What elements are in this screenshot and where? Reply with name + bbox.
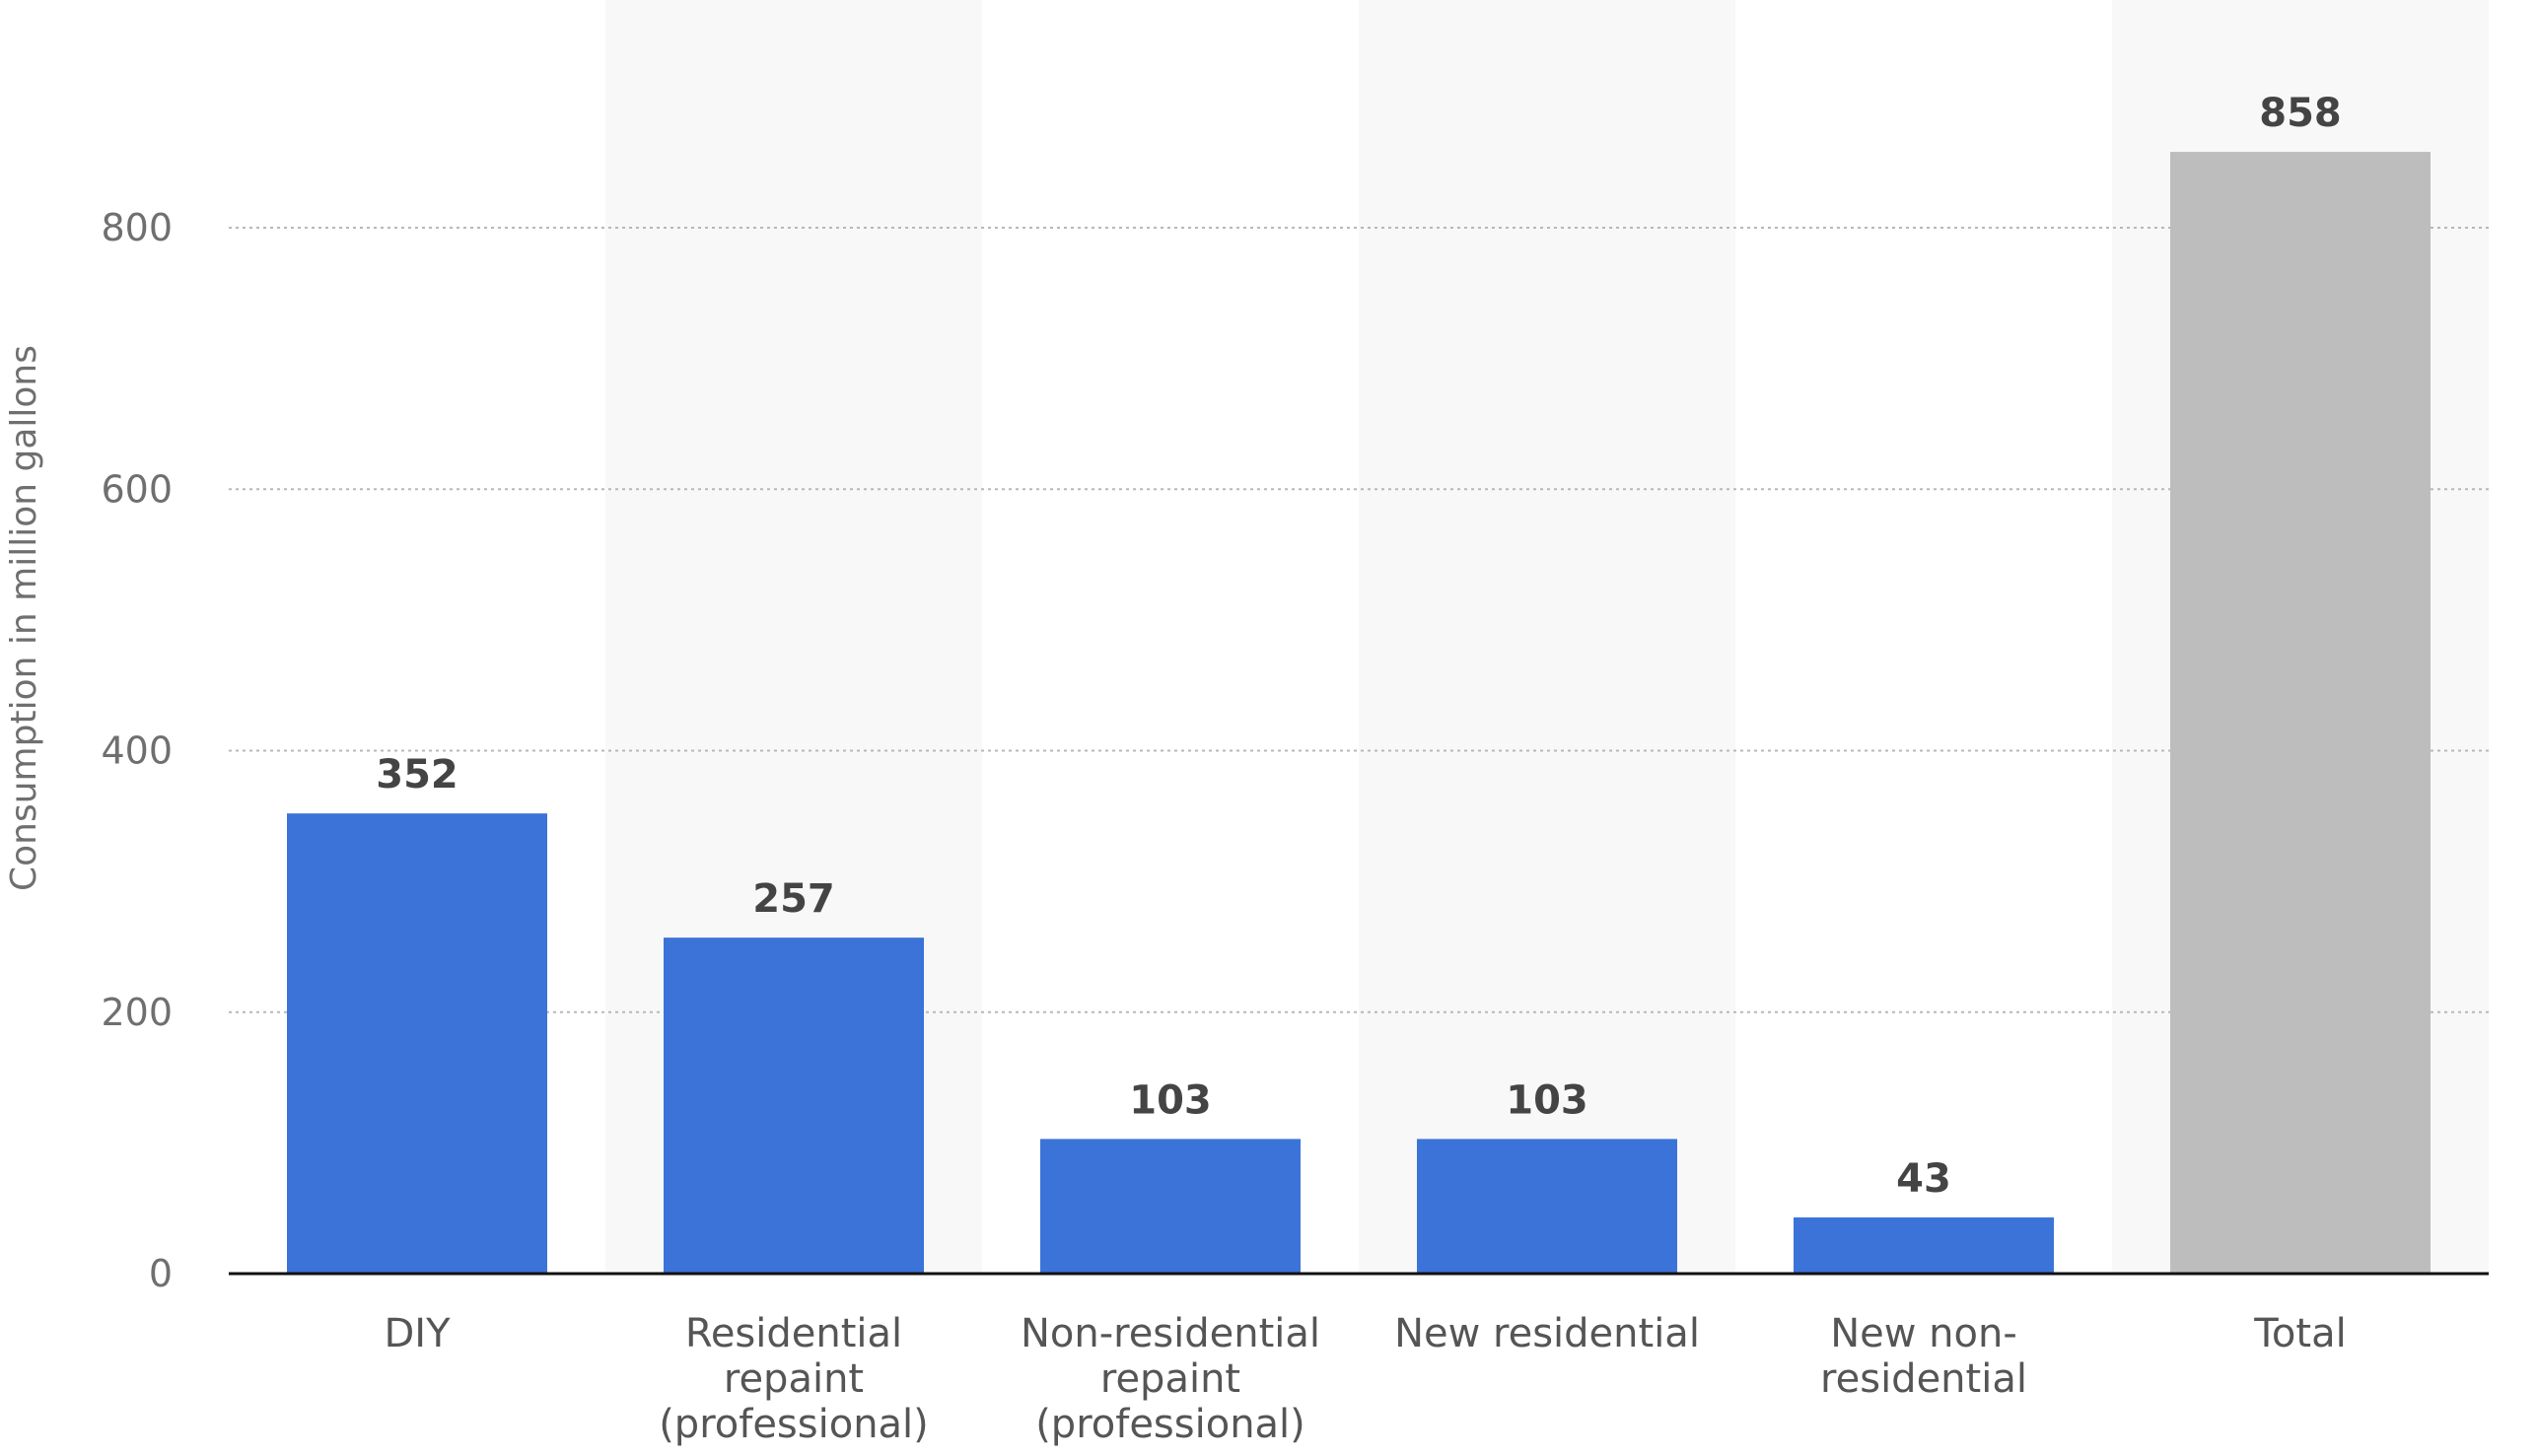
x-tick-label: Non-residential repaint (professional) [1021, 1311, 1320, 1447]
bars [287, 152, 2431, 1274]
bar-2[interactable] [1040, 1139, 1301, 1274]
x-tick-label: Total [2253, 1311, 2346, 1356]
bar-3[interactable] [1417, 1139, 1677, 1274]
data-label: 858 [2259, 91, 2342, 136]
data-labels: 352 257 103 103 43 858 [376, 91, 2342, 1202]
x-tick-label: DIY [384, 1311, 451, 1356]
y-tick-label: 800 [101, 206, 173, 249]
data-label: 43 [1896, 1156, 1951, 1202]
y-axis: Consumption in million gallons 0 200 400 60… [4, 206, 173, 1295]
data-label: 103 [1129, 1077, 1212, 1123]
x-axis: DIY Residential repaint (professional) Non-r… [384, 1311, 2346, 1447]
column-band [1359, 0, 1735, 1274]
x-tick-label: New residential [1394, 1311, 1700, 1356]
y-axis-title: Consumption in million gallons [4, 345, 44, 891]
data-label: 257 [752, 876, 835, 922]
y-tick-label: 0 [149, 1252, 173, 1295]
y-tick-label: 200 [101, 991, 173, 1034]
data-label: 103 [1506, 1077, 1588, 1123]
x-tick-label: New non-residential [1820, 1311, 2027, 1402]
bar-0[interactable] [287, 813, 547, 1274]
y-tick-label: 400 [101, 729, 173, 773]
y-tick-label: 600 [101, 467, 173, 511]
x-tick-label: Residential repaint (professional) [659, 1311, 929, 1447]
bar-5[interactable] [2170, 152, 2431, 1274]
bar-4[interactable] [1794, 1216, 2054, 1274]
bar-1[interactable] [664, 937, 924, 1274]
data-label: 352 [376, 752, 458, 797]
